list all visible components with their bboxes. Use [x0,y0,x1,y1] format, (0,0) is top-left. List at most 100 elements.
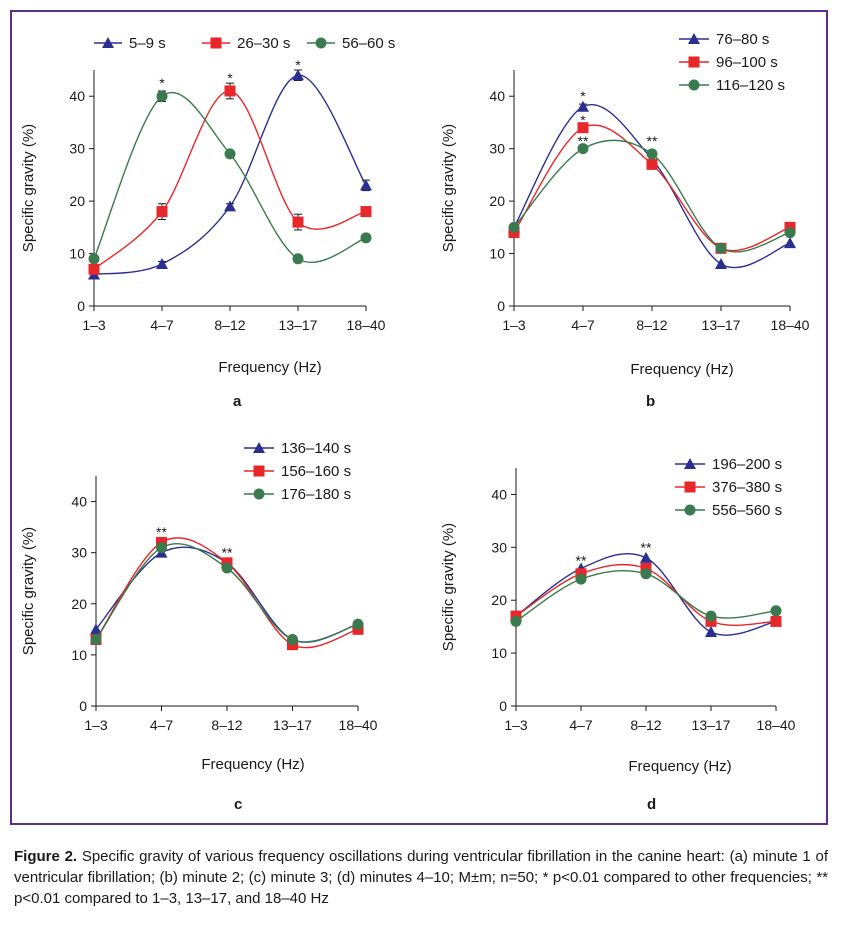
legend-label-b-0: 76–80 s [716,31,769,48]
chart-panel-a: 0 10 20 30 40 1–3 4–7 8–12 13–17 18–40 Frequency (… [0,10,409,410]
panel-label-c: c [234,796,243,813]
data-point-d-2 [640,568,652,580]
legend-marker-c-1 [253,465,265,477]
data-point-c-2 [156,542,167,554]
x-tick-label-a: 13–17 [279,317,318,333]
legend-label-b-1: 96–100 s [716,54,778,71]
legend-label-d-2: 556–560 s [712,502,782,519]
y-tick-label-c: 20 [71,596,87,612]
chart-panel-c: 0 10 20 30 40 1–3 4–7 8–12 13–17 18–40 Frequency (… [0,415,409,815]
series-line-a-1 [93,90,367,270]
x-tick-label-a: 1–3 [82,317,106,333]
significance-mark-a: * [295,57,301,73]
legend-label-c-0: 136–140 s [281,440,351,457]
significance-mark-d: ** [576,553,587,569]
legend-label-c-1: 156–160 s [281,463,351,480]
data-point-b-0 [715,258,727,270]
x-axis-label-c: Frequency (Hz) [201,756,304,773]
x-tick-label-b: 18–40 [771,317,810,333]
y-tick-label-b: 30 [489,141,505,157]
significance-mark-c: ** [156,524,167,540]
figure-frame [10,10,828,825]
significance-mark-b: ** [647,133,658,149]
y-axis-label-b: Specific gravity (%) [440,124,457,252]
series-line-b-0 [513,104,791,269]
data-point-a-2 [292,253,304,265]
x-tick-label-b: 1–3 [502,317,526,333]
series-b-0 [508,100,796,270]
caption-text: Specific gravity of various frequency os… [14,848,829,907]
data-point-a-0 [156,258,168,270]
y-tick-label-d: 0 [499,698,507,714]
legend-marker-d-1 [684,481,696,493]
x-tick-label-c: 18–40 [339,717,378,733]
series-line-a-2 [93,91,367,264]
x-tick-label-d: 4–7 [569,717,593,733]
x-tick-label-d: 1–3 [504,717,528,733]
data-point-a-1 [156,206,168,218]
x-tick-label-b: 13–17 [702,317,741,333]
data-point-a-0 [292,69,304,81]
x-axis-label-b: Frequency (Hz) [630,361,733,378]
x-tick-label-a: 18–40 [347,317,386,333]
data-point-c-2 [90,634,102,646]
legend-marker-a-2 [315,37,327,49]
data-point-a-2 [360,232,372,244]
data-point-d-2 [770,605,782,617]
data-point-a-2 [88,253,100,265]
y-tick-label-a: 40 [69,88,85,104]
data-point-c-0 [90,623,102,635]
data-point-b-1 [577,122,589,134]
chart-b-svg: 0 10 20 30 40 1–3 4–7 8–12 13–17 18–40 Frequency (… [440,31,810,378]
chart-panel-d: 0 10 20 30 40 1–3 4–7 8–12 13–17 18–40 Frequency (… [420,415,829,815]
data-point-b-2 [508,221,520,233]
x-tick-label-c: 4–7 [150,717,174,733]
legend-label-a-2: 56–60 s [342,35,395,52]
data-point-d-0 [640,551,652,563]
x-tick-label-a: 4–7 [150,317,174,333]
x-tick-label-c: 8–12 [211,717,242,733]
data-point-d-2 [510,615,522,627]
panel-label-a: a [233,393,242,410]
data-point-b-2 [646,148,658,160]
data-point-b-2 [577,143,589,155]
legend-label-c-2: 176–180 s [281,486,351,503]
x-tick-label-a: 8–12 [214,317,245,333]
legend-label-b-2: 116–120 s [716,77,785,94]
x-tick-label-c: 1–3 [84,717,108,733]
y-tick-label-d: 40 [491,486,507,502]
y-axis-label-d: Specific gravity (%) [440,523,457,651]
data-point-a-2 [156,90,168,102]
y-tick-label-b: 0 [497,298,505,314]
data-point-b-0 [577,100,589,112]
data-point-d-2 [575,573,587,585]
x-axis-label-d: Frequency (Hz) [628,758,731,775]
x-tick-label-d: 8–12 [630,717,661,733]
data-point-a-0 [224,200,236,212]
y-tick-label-d: 10 [491,645,507,661]
significance-mark-b: * [580,88,586,104]
y-tick-label-a: 10 [69,246,85,262]
y-tick-label-c: 40 [71,494,87,510]
data-point-d-1 [770,615,782,627]
legend-marker-c-0 [253,442,265,453]
legend-marker-b-1 [688,56,700,68]
data-point-a-1 [224,85,236,97]
data-point-b-1 [646,158,658,170]
significance-mark-b: ** [578,133,589,149]
legend-d: 196–200 s 376–380 s 556–560 s [675,456,782,519]
y-tick-label-a: 30 [69,141,85,157]
significance-mark-b: * [580,112,586,128]
chart-a-svg: 0 10 20 30 40 1–3 4–7 8–12 13–17 18–40 Frequency (… [20,35,395,376]
data-point-a-2 [224,148,236,160]
series-d-2 [510,568,782,627]
data-point-a-1 [360,206,372,218]
legend-c: 136–140 s 156–160 s 176–180 s [244,440,351,503]
data-point-b-2 [784,227,796,239]
y-tick-label-c: 10 [71,647,87,663]
significance-mark-a: * [227,70,233,86]
legend-a: 5–9 s 26–30 s 56–60 s [94,35,395,52]
y-tick-label-c: 0 [79,698,87,714]
data-point-b-0 [784,237,796,249]
x-tick-label-b: 8–12 [636,317,667,333]
